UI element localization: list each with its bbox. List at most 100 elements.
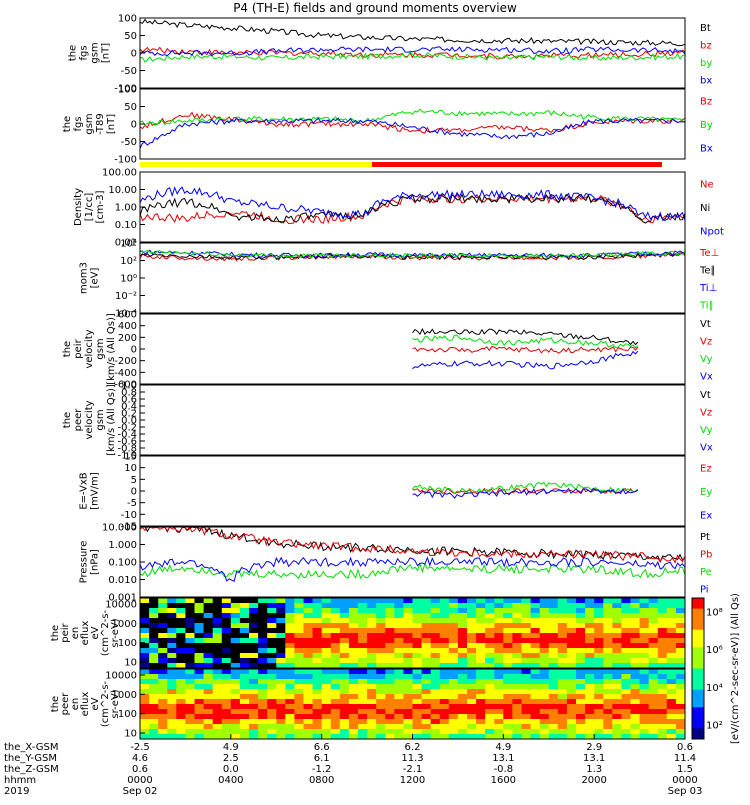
spectrogram-cell [185, 734, 195, 740]
spectrogram-cell [212, 658, 223, 664]
spectrogram-cell [585, 719, 595, 725]
spectrogram-cell [566, 603, 577, 609]
spectrogram-cell [376, 623, 386, 629]
spectrogram-cell [158, 598, 168, 604]
ytick-label: 10000 [105, 600, 137, 611]
spectrogram-cell [185, 598, 195, 604]
spectrogram-cell [639, 608, 650, 614]
spectrogram-cell [557, 679, 568, 685]
spectrogram-cell [476, 648, 486, 654]
spectrogram-cell [457, 633, 468, 639]
series-pressure-2 [139, 562, 686, 580]
spectrogram-cell [176, 658, 186, 664]
spectrogram-cell [185, 663, 195, 669]
spectrogram-cell [639, 689, 650, 695]
spectrogram-cell [285, 643, 295, 649]
spectrogram-cell [149, 669, 159, 675]
spectrogram-cell [158, 648, 168, 654]
spectrogram-cell [276, 658, 286, 664]
spectrogram-cell [594, 633, 604, 639]
colorbar-cell [692, 598, 704, 602]
spectrogram-cell [303, 669, 314, 675]
spectrogram-cell [230, 663, 241, 669]
spectrogram-cell [576, 709, 586, 715]
spectrogram-cell [312, 623, 323, 629]
spectrogram-cell [149, 679, 159, 685]
spectrogram-cell [621, 684, 631, 690]
spectrogram-cell [585, 724, 595, 730]
spectrogram-cell [585, 689, 595, 695]
ylabel-line: eV [90, 697, 101, 710]
spectrogram-cell [639, 704, 650, 710]
spectrogram-cell [485, 669, 495, 675]
spectrogram-cell [194, 704, 205, 710]
ytick-label: 10.000 [102, 523, 137, 534]
spectrogram-cell [621, 714, 631, 720]
spectrogram-cell [503, 618, 513, 624]
spectrogram-cell [276, 663, 286, 669]
spectrogram-cell [230, 699, 241, 705]
spectrogram-cell [294, 608, 304, 614]
spectrogram-cell [648, 638, 659, 644]
spectrogram-cell [594, 598, 604, 604]
spectrogram-cell [249, 669, 259, 675]
xaxis-row-label: the_X-GSM [4, 742, 58, 753]
spectrogram-cell [503, 663, 513, 669]
ytick-label: 1.00 [115, 203, 137, 214]
spectrogram-cell [312, 643, 323, 649]
spectrogram-cell [675, 598, 686, 604]
spectrogram-cell [149, 694, 159, 700]
ytick-label: 10⁴ [120, 239, 137, 250]
spectrogram-cell [467, 643, 477, 649]
ylabel-line: fgs [79, 45, 90, 60]
spectrogram-cell [394, 658, 404, 664]
spectrogram-cell [412, 658, 423, 664]
ylabel-line: gsm [95, 338, 106, 359]
spectrogram-cell [249, 679, 259, 685]
spectrogram-cell [239, 699, 250, 705]
spectrogram-cell [285, 648, 295, 654]
spectrogram-cell [612, 603, 622, 609]
spectrogram-cell [557, 719, 568, 725]
spectrogram-cell [203, 704, 214, 710]
spectrogram-cell [230, 719, 241, 725]
ytick-label: 1000 [112, 690, 137, 701]
spectrogram-cell [603, 623, 613, 629]
spectrogram-cell [140, 598, 150, 604]
spectrogram-cell [439, 714, 450, 720]
panel-background [140, 18, 685, 88]
spectrogram-cell [239, 613, 250, 619]
spectrogram-cell [312, 704, 323, 710]
spectrogram-cell [603, 663, 613, 669]
spectrogram-cell [276, 598, 286, 604]
spectrogram-cell [249, 699, 259, 705]
spectrogram-cell [221, 648, 232, 654]
ylabel-line: peir [60, 622, 71, 642]
spectrogram-cell [403, 663, 413, 669]
spectrogram-cell [285, 613, 295, 619]
ytick-label: 0.01 [115, 238, 137, 249]
colorbar-cell [692, 661, 704, 666]
spectrogram-cell [557, 613, 568, 619]
spectrogram-cell [158, 719, 168, 725]
spectrogram-cell [230, 658, 241, 664]
spectrogram-cell [403, 719, 413, 725]
spectrogram-cell [249, 684, 259, 690]
xaxis-value: -0.8 [494, 764, 514, 775]
spectrogram-cell [412, 719, 423, 725]
legend-peir-velocity-0: Vt [700, 319, 711, 330]
spectrogram-cell [221, 623, 232, 629]
xaxis-value: 0400 [218, 775, 243, 786]
spectrogram-cell [376, 598, 386, 604]
spectrogram-cell [648, 608, 659, 614]
spectrogram-cell [548, 679, 559, 685]
spectrogram-cell [639, 613, 650, 619]
spectrogram-cell [657, 734, 668, 740]
spectrogram-cell [430, 729, 441, 735]
spectrogram-cell [485, 704, 495, 710]
spectrogram-cell [185, 669, 195, 675]
spectrogram-cell [348, 714, 359, 720]
spectrogram-cell [149, 729, 159, 735]
xaxis-value: 0.6 [677, 742, 693, 753]
spectrogram-cell [585, 608, 595, 614]
